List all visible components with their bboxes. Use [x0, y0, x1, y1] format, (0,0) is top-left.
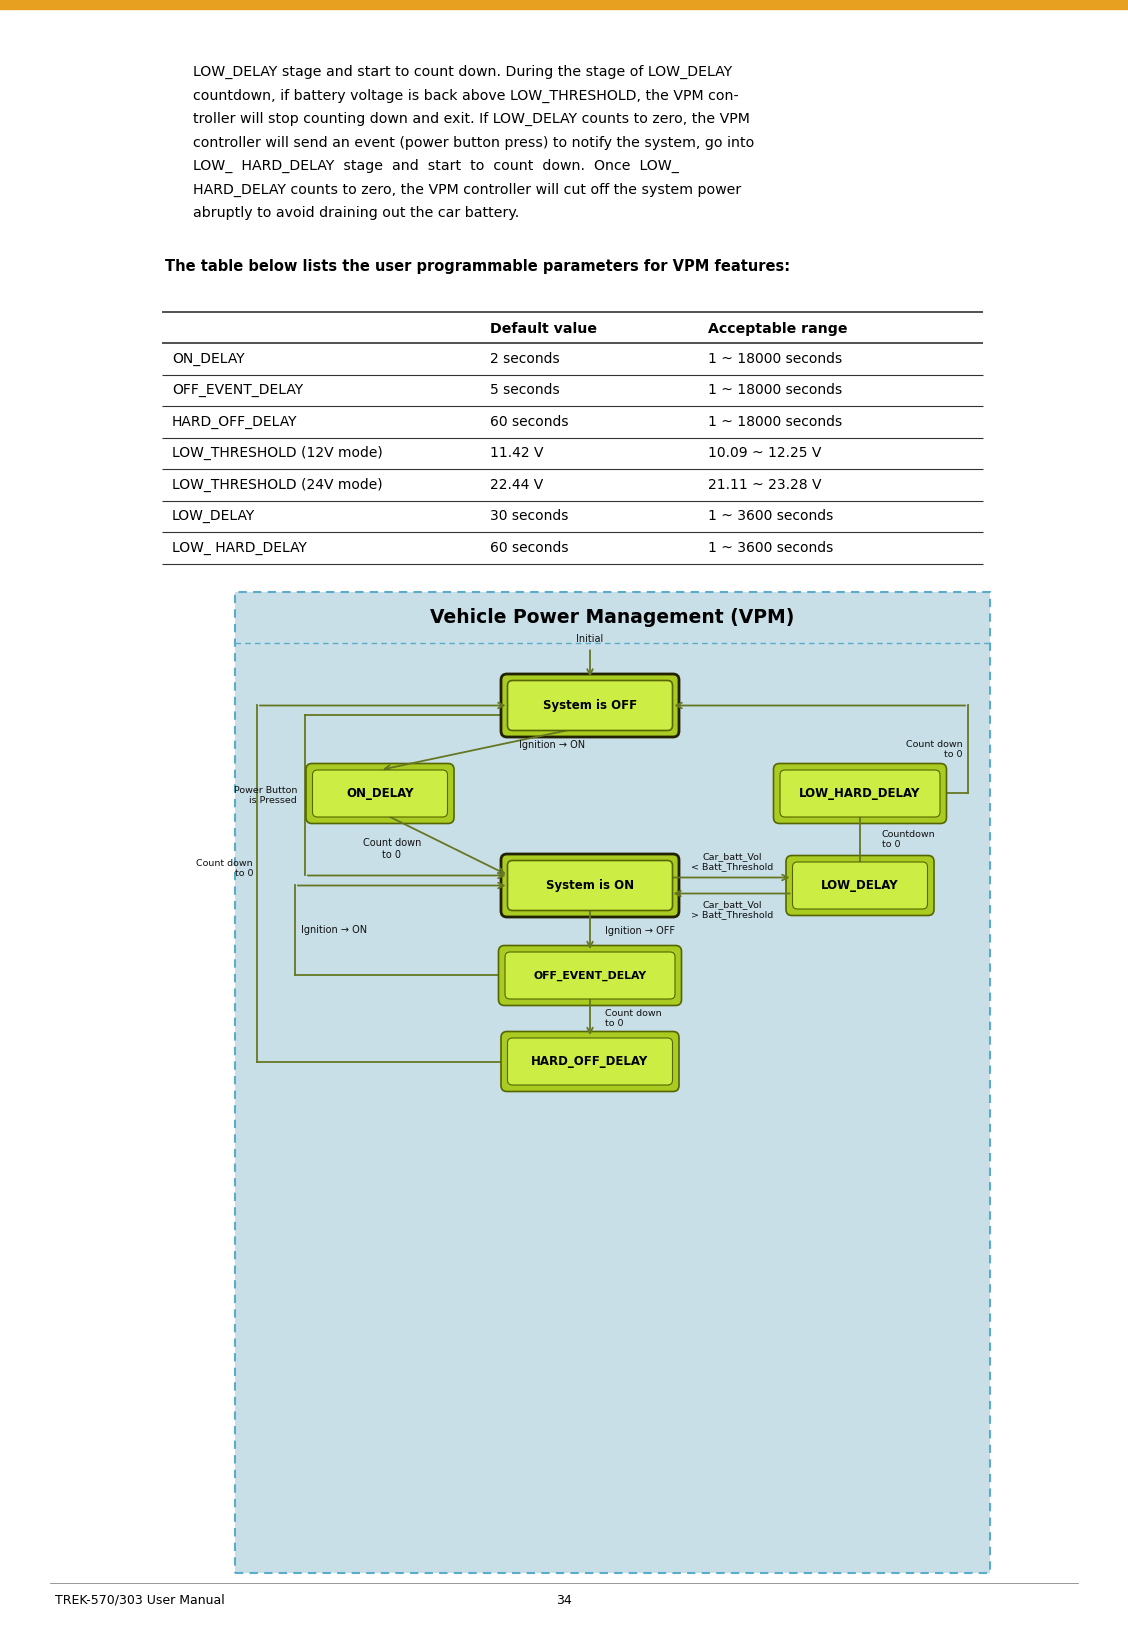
Text: LOW_  HARD_DELAY  stage  and  start  to  count  down.  Once  LOW_: LOW_ HARD_DELAY stage and start to count… [193, 159, 679, 174]
FancyBboxPatch shape [235, 592, 990, 1573]
FancyBboxPatch shape [508, 681, 672, 731]
Text: 1 ~ 18000 seconds: 1 ~ 18000 seconds [708, 351, 843, 366]
Text: Ignition → ON: Ignition → ON [519, 741, 585, 751]
Text: 1 ~ 3600 seconds: 1 ~ 3600 seconds [708, 509, 834, 523]
FancyBboxPatch shape [774, 764, 946, 824]
Text: troller will stop counting down and exit. If LOW_DELAY counts to zero, the VPM: troller will stop counting down and exit… [193, 112, 750, 127]
Text: 22.44 V: 22.44 V [490, 478, 544, 492]
FancyBboxPatch shape [499, 946, 681, 1006]
FancyBboxPatch shape [501, 674, 679, 738]
Text: 10.09 ~ 12.25 V: 10.09 ~ 12.25 V [708, 447, 821, 460]
Text: Countdown
to 0: Countdown to 0 [882, 830, 935, 850]
Text: Default value: Default value [490, 322, 597, 336]
Text: LOW_THRESHOLD (24V mode): LOW_THRESHOLD (24V mode) [171, 478, 382, 492]
Text: 30 seconds: 30 seconds [490, 509, 569, 523]
Text: 1 ~ 3600 seconds: 1 ~ 3600 seconds [708, 541, 834, 554]
Text: Vehicle Power Management (VPM): Vehicle Power Management (VPM) [430, 608, 795, 627]
FancyBboxPatch shape [508, 1038, 672, 1086]
Text: Ignition → ON: Ignition → ON [301, 926, 367, 936]
Text: Count down
to 0: Count down to 0 [907, 739, 963, 759]
Text: OFF_EVENT_DELAY: OFF_EVENT_DELAY [534, 970, 646, 980]
Text: ON_DELAY: ON_DELAY [171, 351, 245, 366]
FancyBboxPatch shape [306, 764, 453, 824]
Text: LOW_DELAY: LOW_DELAY [821, 879, 899, 892]
Text: 5 seconds: 5 seconds [490, 384, 559, 396]
Text: LOW_ HARD_DELAY: LOW_ HARD_DELAY [171, 541, 307, 554]
Text: 1 ~ 18000 seconds: 1 ~ 18000 seconds [708, 414, 843, 429]
Text: controller will send an event (power button press) to notify the system, go into: controller will send an event (power but… [193, 135, 755, 150]
Text: 2 seconds: 2 seconds [490, 351, 559, 366]
FancyBboxPatch shape [312, 770, 448, 817]
Text: 60 seconds: 60 seconds [490, 541, 569, 554]
Text: Car_batt_Vol
< Batt_Threshold: Car_batt_Vol < Batt_Threshold [691, 852, 774, 871]
Text: The table below lists the user programmable parameters for VPM features:: The table below lists the user programma… [165, 260, 790, 275]
Text: System is ON: System is ON [546, 879, 634, 892]
FancyBboxPatch shape [786, 855, 934, 915]
Text: HARD_OFF_DELAY: HARD_OFF_DELAY [531, 1055, 649, 1068]
Text: LOW_DELAY: LOW_DELAY [171, 509, 255, 523]
Text: Acceptable range: Acceptable range [708, 322, 847, 336]
Text: OFF_EVENT_DELAY: OFF_EVENT_DELAY [171, 384, 303, 396]
FancyBboxPatch shape [501, 1032, 679, 1092]
Text: HARD_DELAY counts to zero, the VPM controller will cut off the system power: HARD_DELAY counts to zero, the VPM contr… [193, 182, 741, 197]
Text: LOW_HARD_DELAY: LOW_HARD_DELAY [800, 786, 920, 800]
FancyBboxPatch shape [793, 861, 927, 908]
FancyBboxPatch shape [508, 861, 672, 910]
Text: TREK-570/303 User Manual: TREK-570/303 User Manual [55, 1594, 224, 1607]
Text: System is OFF: System is OFF [543, 699, 637, 712]
FancyBboxPatch shape [505, 952, 675, 999]
Text: 60 seconds: 60 seconds [490, 414, 569, 429]
Text: 34: 34 [556, 1594, 572, 1607]
Text: Ignition → OFF: Ignition → OFF [605, 926, 675, 936]
Text: 21.11 ~ 23.28 V: 21.11 ~ 23.28 V [708, 478, 821, 492]
Text: LOW_DELAY stage and start to count down. During the stage of LOW_DELAY: LOW_DELAY stage and start to count down.… [193, 65, 732, 80]
FancyBboxPatch shape [501, 855, 679, 916]
Text: ON_DELAY: ON_DELAY [346, 786, 414, 800]
Text: LOW_THRESHOLD (12V mode): LOW_THRESHOLD (12V mode) [171, 447, 382, 460]
Text: HARD_OFF_DELAY: HARD_OFF_DELAY [171, 414, 298, 429]
Text: Power Button
is Pressed: Power Button is Pressed [233, 786, 297, 806]
Text: Count down
to 0: Count down to 0 [363, 838, 421, 860]
Text: countdown, if battery voltage is back above LOW_THRESHOLD, the VPM con-: countdown, if battery voltage is back ab… [193, 88, 739, 102]
Text: Initial: Initial [576, 634, 603, 645]
Text: Count down
to 0: Count down to 0 [605, 1009, 662, 1029]
Text: 1 ~ 18000 seconds: 1 ~ 18000 seconds [708, 384, 843, 396]
Text: Car_batt_Vol
> Batt_Threshold: Car_batt_Vol > Batt_Threshold [691, 900, 774, 920]
Bar [0, 0, 1128, 10]
FancyBboxPatch shape [779, 770, 940, 817]
Text: abruptly to avoid draining out the car battery.: abruptly to avoid draining out the car b… [193, 206, 519, 219]
Text: Count down
to 0: Count down to 0 [196, 858, 253, 878]
Text: 11.42 V: 11.42 V [490, 447, 544, 460]
